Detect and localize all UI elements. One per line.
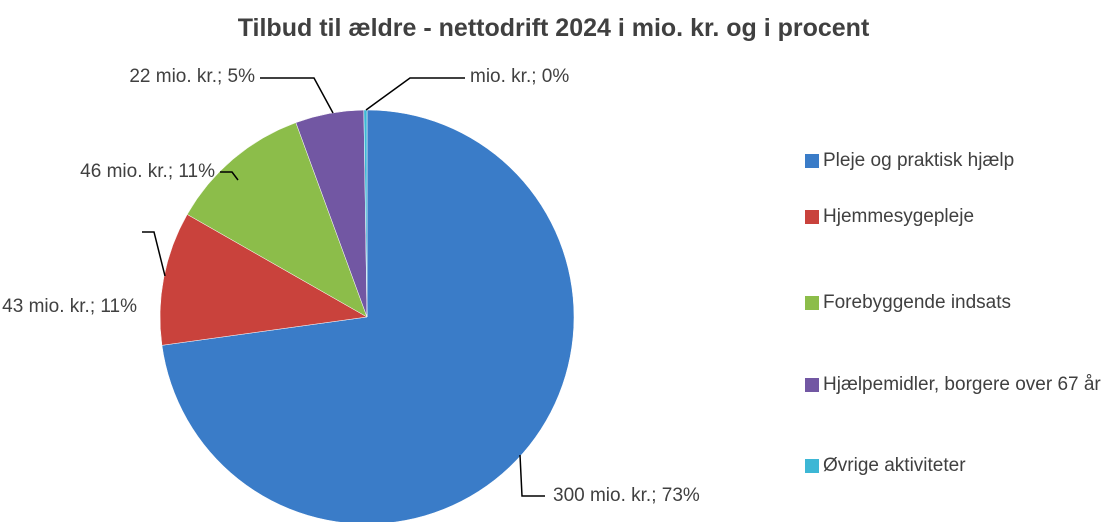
- legend-label: Hjemmesygepleje: [823, 206, 975, 227]
- legend-label: Hjælpemidler, borgere over 67 år: [823, 374, 1101, 395]
- pie-slice: [159, 214, 368, 346]
- leader-line: [142, 231, 166, 277]
- data-label: mio. kr.; 0%: [470, 66, 570, 87]
- legend-swatch: [805, 296, 819, 310]
- chart-title: Tilbud til ældre - nettodrift 2024 i mio…: [237, 14, 870, 42]
- legend-swatch: [805, 154, 819, 168]
- legend-swatch: [805, 210, 819, 224]
- leader-line: [220, 171, 239, 181]
- pie-slice: [161, 109, 575, 522]
- leader-line: [519, 454, 545, 497]
- data-label: 300 mio. kr.; 73%: [553, 485, 700, 506]
- legend-swatch: [805, 378, 819, 392]
- data-label: 43 mio. kr.; 11%: [2, 296, 137, 317]
- data-label: 22 mio. kr.; 5%: [129, 66, 255, 87]
- legend-swatch: [805, 459, 819, 473]
- pie-slice: [186, 122, 368, 318]
- legend-label: Øvrige aktiviteter: [823, 455, 966, 476]
- leader-line: [365, 77, 465, 111]
- leader-line: [260, 77, 334, 114]
- legend-label: Forebyggende indsats: [823, 292, 1012, 313]
- data-label: 46 mio. kr.; 11%: [80, 161, 215, 182]
- legend-label: Pleje og praktisk hjælp: [823, 150, 1015, 171]
